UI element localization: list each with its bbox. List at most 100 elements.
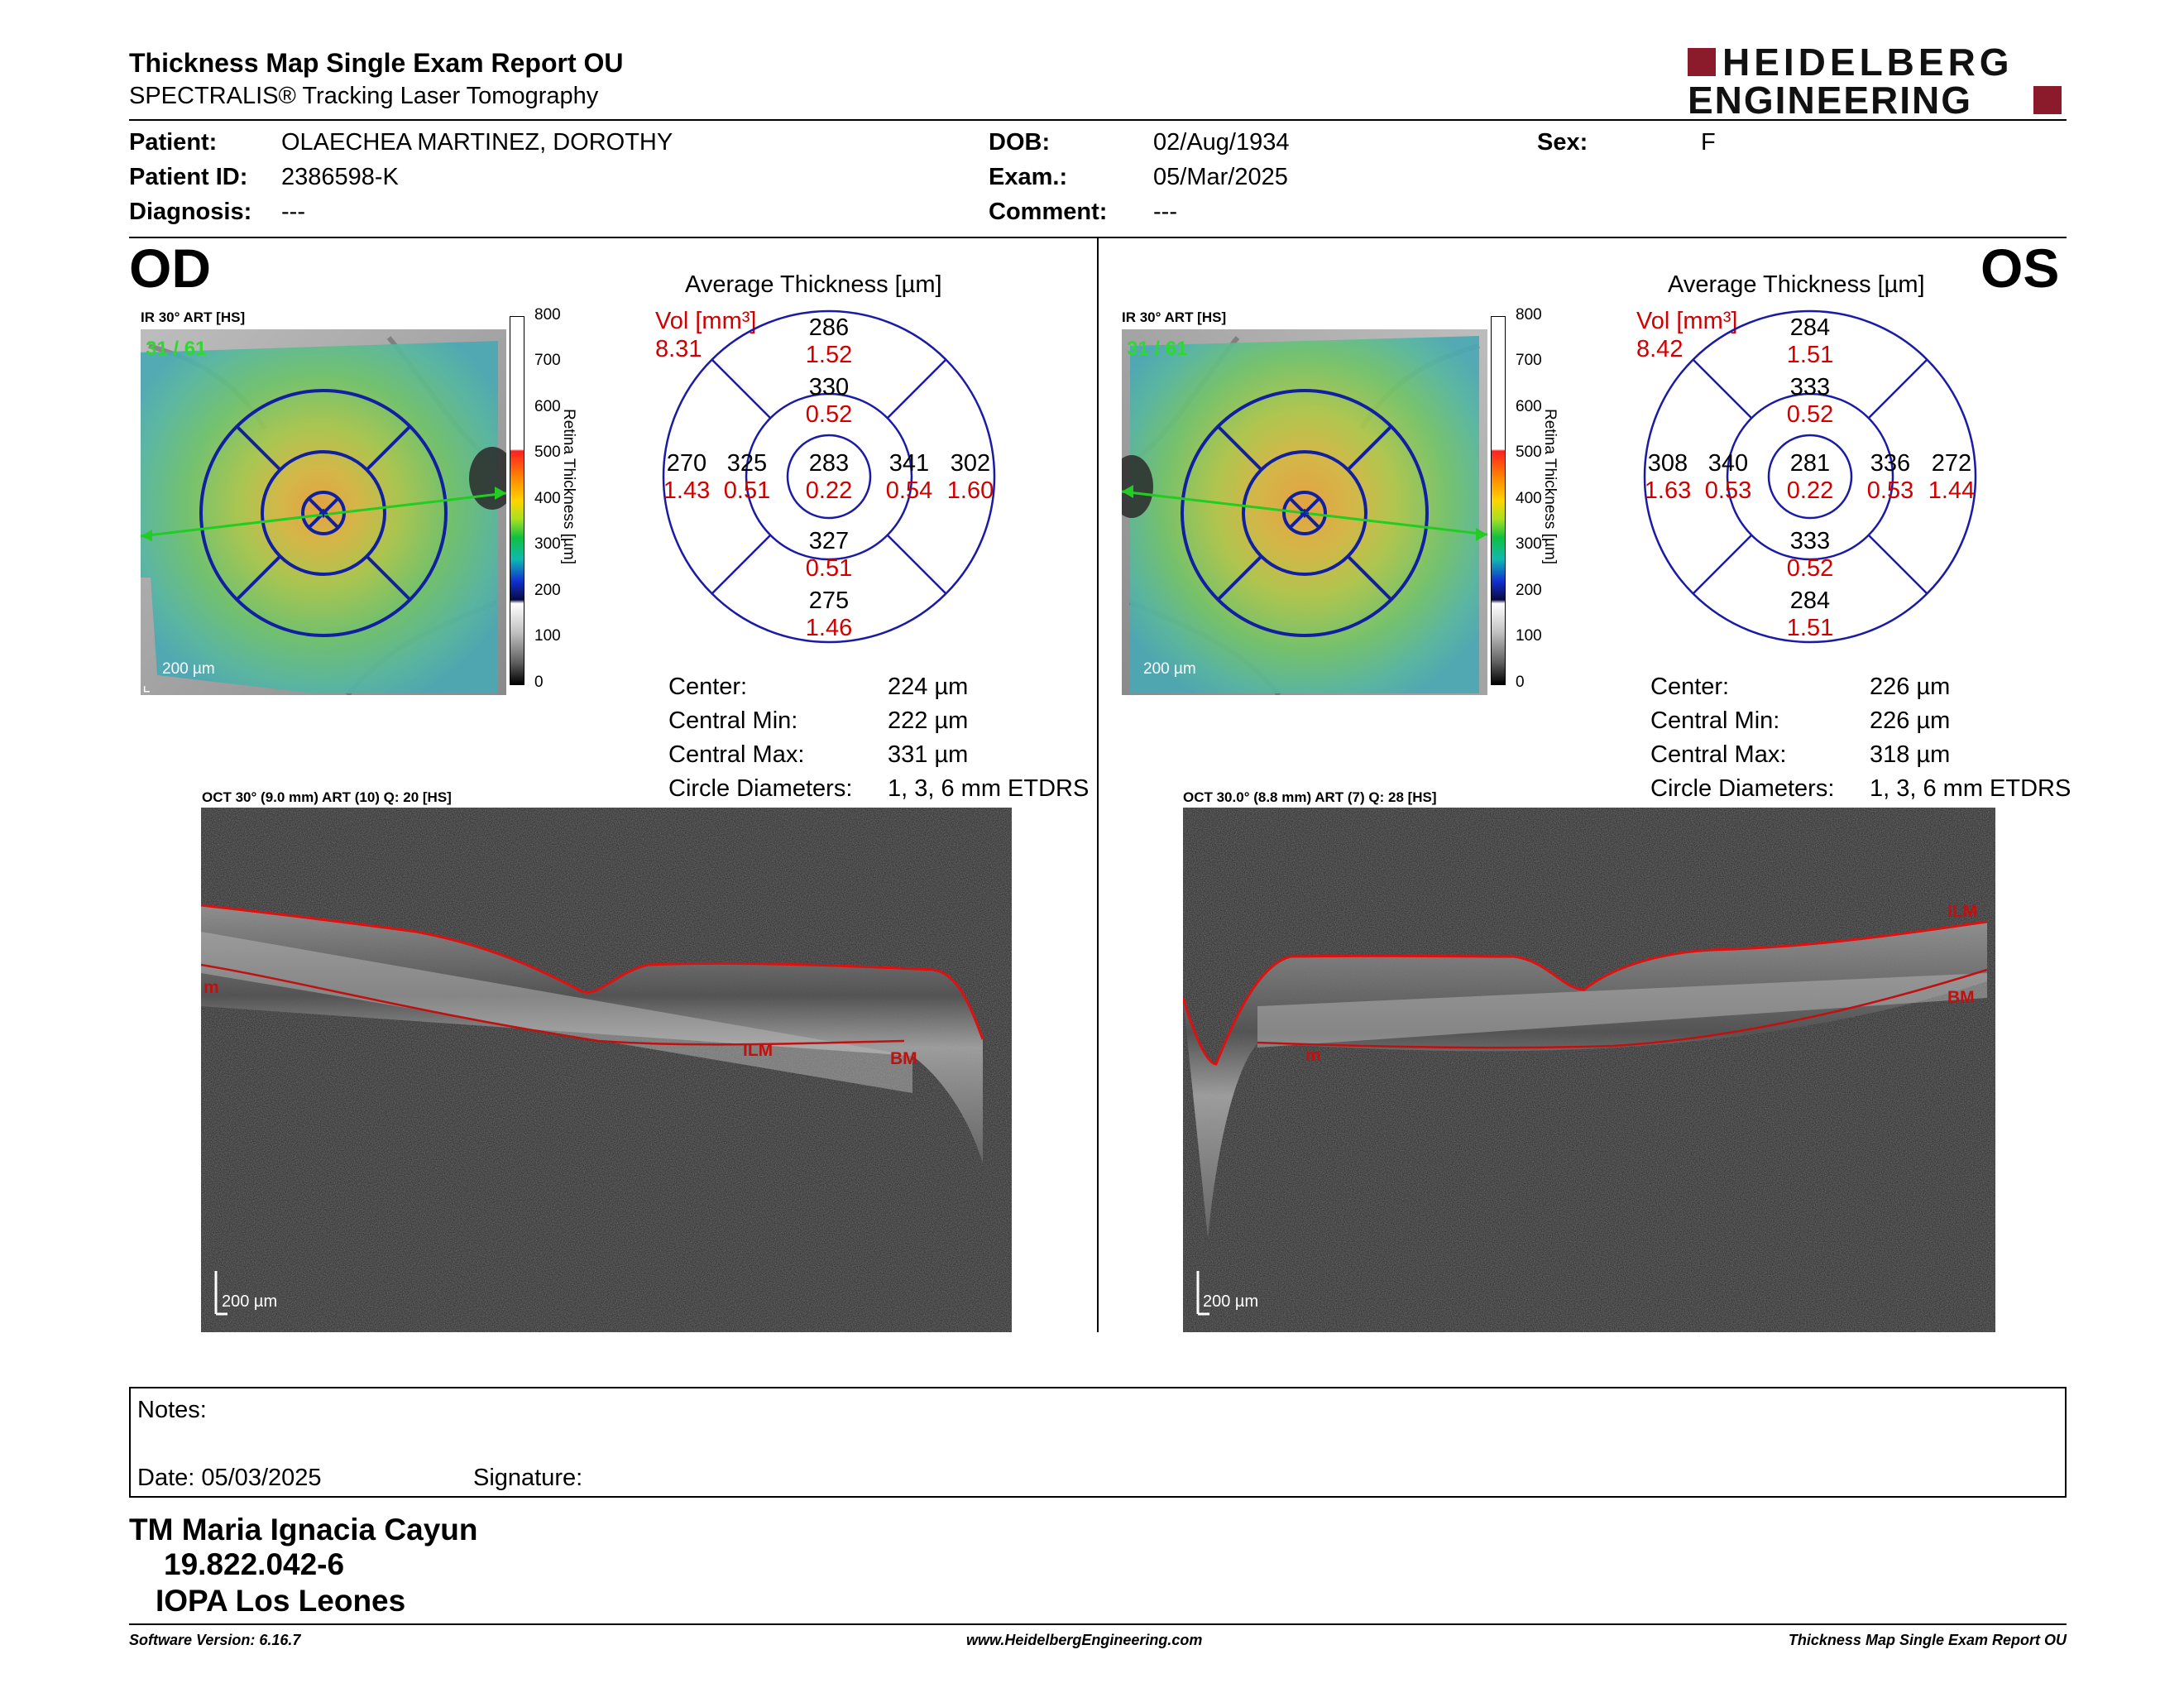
od-center-thickness: 283 <box>808 450 850 477</box>
os-outer-right-volume: 1.44 <box>1928 477 1976 504</box>
os-diam-value: 1, 3, 6 mm ETDRS <box>1870 775 2071 802</box>
od-outer-superior-thickness: 286 <box>808 314 850 341</box>
od-colorbar-ticks: 800 700 600 500 400 300 200 100 0 <box>534 306 568 695</box>
svg-text:+: + <box>318 505 328 523</box>
os-thickness-map: + <box>1122 329 1487 695</box>
od-frame-counter: 31 / 61 <box>146 338 207 360</box>
tick-300: 300 <box>1516 535 1542 553</box>
os-colorbar <box>1491 316 1506 685</box>
notes-box[interactable]: Notes: Date: 05/03/2025 Signature: <box>129 1387 2067 1498</box>
os-eye-label: OS <box>1980 237 2060 299</box>
od-outer-right-volume: 1.60 <box>946 477 994 504</box>
od-diam-label: Circle Diameters: <box>668 775 853 802</box>
od-stat-values: 224 µm 222 µm 331 µm 1, 3, 6 mm ETDRS <box>888 670 1089 806</box>
tick-500: 500 <box>1516 444 1542 461</box>
od-inner-left-volume: 0.51 <box>723 477 771 504</box>
sex-value: F <box>1701 129 1716 156</box>
os-outer-right: 272 1.44 <box>1923 450 1980 505</box>
os-inner-left: 340 0.53 <box>1699 450 1757 505</box>
od-inner-superior-volume: 0.52 <box>805 401 853 428</box>
os-avg-title: Average Thickness [µm] <box>1668 271 1925 298</box>
logo-square-right <box>2033 86 2062 114</box>
os-center-thickness: 281 <box>1789 450 1831 477</box>
od-outer-inferior-thickness: 275 <box>808 587 850 614</box>
os-colorbar-ticks: 800 700 600 500 400 300 200 100 0 <box>1516 306 1549 695</box>
date-label: Date: 05/03/2025 <box>137 1465 322 1491</box>
tick-600: 600 <box>534 398 561 415</box>
od-inner-right-thickness: 341 <box>888 450 930 477</box>
os-center-value: 226 µm <box>1870 674 1951 700</box>
od-inner-inferior-volume: 0.51 <box>805 555 853 582</box>
od-min-value: 222 µm <box>888 707 969 734</box>
comment-label: Comment: <box>989 199 1108 225</box>
os-center-volume: 0.22 <box>1786 477 1834 504</box>
od-oct-scan <box>201 808 1012 1332</box>
od-outer-left-volume: 1.43 <box>663 477 711 504</box>
tick-200: 200 <box>1516 582 1542 599</box>
diagnosis-label: Diagnosis: <box>129 199 252 225</box>
footer-report-name: Thickness Map Single Exam Report OU <box>1788 1632 2067 1648</box>
tick-700: 700 <box>534 352 561 369</box>
od-etdrs-grid <box>662 309 996 644</box>
od-inner-superior: 330 0.52 <box>796 374 862 429</box>
od-max-label: Central Max: <box>668 741 805 768</box>
svg-text:+: + <box>1300 505 1310 523</box>
od-inner-right-volume: 0.54 <box>885 477 933 504</box>
tick-700: 700 <box>1516 352 1542 369</box>
os-inner-superior: 333 0.52 <box>1777 374 1843 429</box>
os-min-label: Central Min: <box>1650 707 1780 734</box>
os-ir-label: IR 30° ART [HS] <box>1122 309 1227 325</box>
od-ir-label: IR 30° ART [HS] <box>141 309 246 325</box>
os-map-scale: 200 µm <box>1143 660 1196 678</box>
os-m-marker: m <box>1305 1046 1321 1065</box>
od-vol-value: 8.31 <box>655 336 702 362</box>
od-inner-right: 341 0.54 <box>879 450 940 505</box>
notes-label: Notes: <box>137 1397 207 1423</box>
signer-rut: 19.822.042-6 <box>164 1547 345 1581</box>
od-center-label: Center: <box>668 674 748 700</box>
os-frame-counter: 31 / 61 <box>1127 338 1188 360</box>
os-outer-right-thickness: 272 <box>1931 450 1972 477</box>
od-oct-scale: 200 µm <box>222 1292 278 1311</box>
os-outer-superior-volume: 1.51 <box>1786 342 1834 368</box>
sex-label: Sex: <box>1537 129 1588 156</box>
od-m-marker: m <box>204 978 219 997</box>
report-subtitle: SPECTRALIS® Tracking Laser Tomography <box>129 83 599 109</box>
comment-value: --- <box>1153 199 1177 225</box>
os-max-label: Central Max: <box>1650 741 1787 768</box>
od-ilm-marker: ILM <box>743 1041 774 1060</box>
od-avg-title: Average Thickness [µm] <box>685 271 942 298</box>
od-inner-left: 325 0.51 <box>718 450 776 505</box>
os-inner-superior-volume: 0.52 <box>1786 401 1834 428</box>
tick-100: 100 <box>1516 627 1542 645</box>
footer-divider <box>129 1623 2067 1625</box>
logo-text-engineering: ENGINEERING <box>1688 79 1973 122</box>
os-diam-label: Circle Diameters: <box>1650 775 1835 802</box>
od-eye-label: OD <box>129 237 211 299</box>
dob-label: DOB: <box>989 129 1051 156</box>
od-outer-right: 302 1.60 <box>941 450 999 505</box>
patient-id-label: Patient ID: <box>129 164 248 190</box>
os-outer-inferior: 284 1.51 <box>1777 587 1843 642</box>
tick-800: 800 <box>534 306 561 324</box>
report-title: Thickness Map Single Exam Report OU <box>129 48 624 78</box>
os-inner-inferior-volume: 0.52 <box>1786 555 1834 582</box>
tick-100: 100 <box>534 627 561 645</box>
exam-value: 05/Mar/2025 <box>1153 164 1288 190</box>
os-inner-right: 336 0.53 <box>1860 450 1921 505</box>
od-outer-superior: 286 1.52 <box>796 314 862 369</box>
tick-200: 200 <box>534 582 561 599</box>
os-outer-left-volume: 1.63 <box>1644 477 1692 504</box>
os-outer-superior: 284 1.51 <box>1777 314 1843 369</box>
os-oct-scale: 200 µm <box>1203 1292 1259 1311</box>
svg-text:⌞: ⌞ <box>142 674 151 695</box>
od-min-label: Central Min: <box>668 707 798 734</box>
od-outer-right-thickness: 302 <box>950 450 991 477</box>
tick-500: 500 <box>534 444 561 461</box>
tick-400: 400 <box>1516 490 1542 507</box>
footer-website[interactable]: www.HeidelbergEngineering.com <box>966 1632 1203 1648</box>
od-inner-inferior: 327 0.51 <box>796 528 862 583</box>
os-outer-inferior-volume: 1.51 <box>1786 615 1834 641</box>
heidelberg-logo: HEIDELBERG ENGINEERING <box>1688 43 2068 119</box>
os-inner-left-thickness: 340 <box>1707 450 1749 477</box>
